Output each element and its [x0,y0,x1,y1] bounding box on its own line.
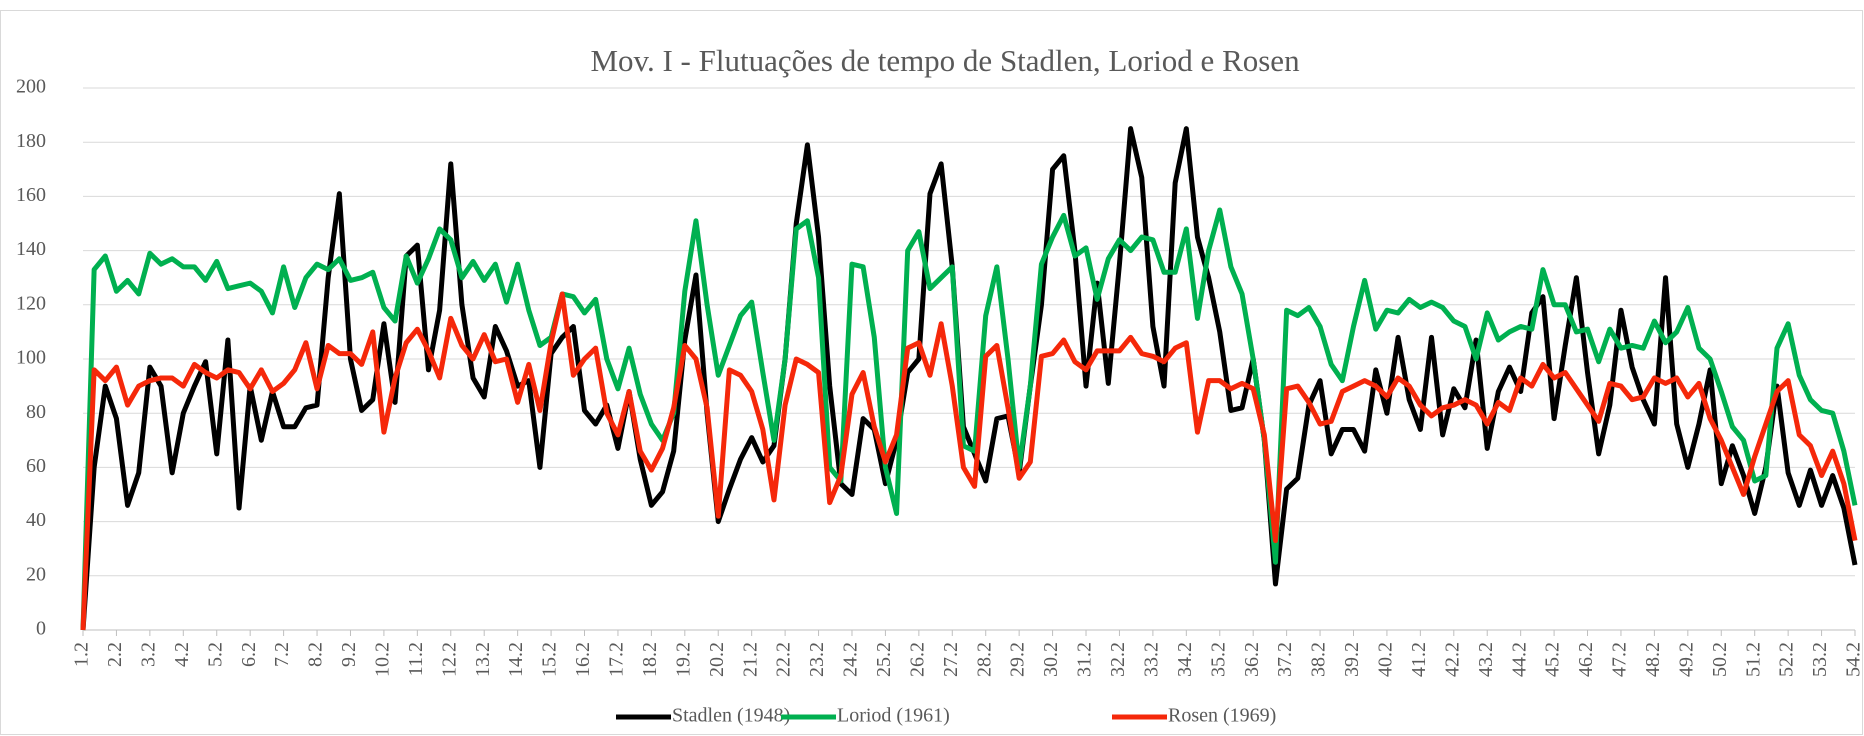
x-tick-label: 25.2 [873,642,895,677]
x-tick-label: 47.2 [1609,642,1631,677]
x-tick-label: 15.2 [539,642,561,677]
x-tick-label: 29.2 [1007,642,1029,677]
chart-title: Mov. I - Flutuações de tempo de Stadlen,… [590,43,1300,78]
x-tick-label: 35.2 [1207,642,1229,677]
x-tick-label: 21.2 [739,642,761,677]
x-tick-label: 45.2 [1542,642,1564,677]
x-tick-label: 30.2 [1040,642,1062,677]
x-tick-label: 6.2 [238,642,260,667]
x-tick-label: 31.2 [1074,642,1096,677]
x-tick-label: 49.2 [1675,642,1697,677]
y-tick-label: 180 [16,130,46,152]
x-tick-label: 38.2 [1308,642,1330,677]
y-tick-label: 200 [16,76,46,98]
x-tick-label: 50.2 [1709,642,1731,677]
x-tick-label: 19.2 [672,642,694,677]
legend-label: Rosen (1969) [1168,705,1276,727]
x-tick-label: 26.2 [906,642,928,677]
x-tick-label: 32.2 [1107,642,1129,677]
x-tick-label: 13.2 [472,642,494,677]
x-tick-label: 48.2 [1642,642,1664,677]
series-line [80,207,1858,631]
x-tick-label: 42.2 [1441,642,1463,677]
x-tick-label: 43.2 [1475,642,1497,677]
legend-label: Stadlen (1948) [672,705,790,727]
x-tick-label: 51.2 [1742,642,1764,677]
x-tick-label: 33.2 [1140,642,1162,677]
x-tick-label: 22.2 [773,642,795,677]
x-tick-label: 8.2 [305,642,327,667]
x-tick-label: 9.2 [338,642,360,667]
x-tick-label: 18.2 [639,642,661,677]
x-tick-label: 16.2 [572,642,594,677]
x-tick-label: 54.2 [1843,642,1864,677]
x-tick-label: 41.2 [1408,642,1430,677]
x-tick-label: 40.2 [1375,642,1397,677]
x-tick-label: 5.2 [204,642,226,667]
x-tick-label: 34.2 [1174,642,1196,677]
x-tick-label: 20.2 [706,642,728,677]
y-tick-label: 140 [16,238,46,260]
x-tick-label: 52.2 [1776,642,1798,677]
y-tick-label: 120 [16,292,46,314]
x-tick-label: 11.2 [405,642,427,676]
x-tick-label: 37.2 [1274,642,1296,677]
x-tick-label: 53.2 [1809,642,1831,677]
x-tick-label: 17.2 [606,642,628,677]
y-tick-label: 60 [26,455,46,477]
x-tick-label: 46.2 [1575,642,1597,677]
x-tick-label: 24.2 [840,642,862,677]
x-tick-label: 44.2 [1508,642,1530,677]
y-tick-label: 40 [26,509,46,531]
y-tick-label: 100 [16,347,46,369]
y-tick-label: 20 [26,563,46,585]
series-line [80,291,1858,631]
x-tick-label: 36.2 [1241,642,1263,677]
x-tick-label: 14.2 [505,642,527,677]
x-tick-label: 4.2 [171,642,193,667]
x-tick-label: 1.2 [71,642,93,667]
x-tick-label: 28.2 [973,642,995,677]
x-tick-label: 7.2 [271,642,293,667]
x-tick-label: 3.2 [137,642,159,667]
x-tick-label: 12.2 [438,642,460,677]
x-tick-label: 27.2 [940,642,962,677]
y-tick-label: 160 [16,184,46,206]
x-tick-label: 39.2 [1341,642,1363,677]
y-tick-label: 0 [36,618,46,640]
x-tick-label: 2.2 [104,642,126,667]
legend-label: Loriod (1961) [837,705,950,727]
x-tick-label: 10.2 [371,642,393,677]
y-tick-label: 80 [26,401,46,423]
x-tick-label: 23.2 [806,642,828,677]
